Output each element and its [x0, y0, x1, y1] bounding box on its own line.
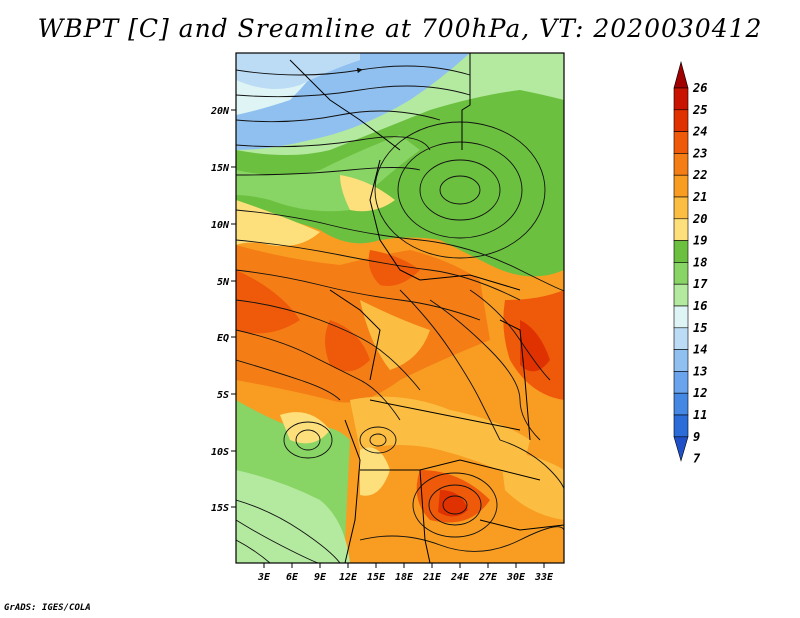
map-title: WBPT [C] and Sreamline at 700hPa, VT: 20… — [37, 14, 763, 43]
lon-label: 12E — [339, 572, 358, 583]
wbpt-shading — [236, 53, 564, 563]
colorbar-label: 12 — [693, 386, 707, 400]
colorbar-label: 9 — [693, 430, 700, 444]
colorbar-swatch — [673, 87, 689, 111]
colorbar-swatch — [673, 109, 689, 132]
colorbar-bottom-arrow — [673, 436, 689, 462]
colorbar-swatch — [673, 196, 689, 220]
colorbar-swatch — [673, 327, 689, 350]
lon-label: 27E — [478, 572, 498, 583]
lon-label: 9E — [314, 572, 327, 583]
colorbar-swatch — [673, 262, 689, 285]
lon-label: 21E — [422, 572, 442, 583]
lon-label: 3E — [257, 572, 271, 583]
colorbar-label: 14 — [693, 343, 707, 357]
colorbar-label: 18 — [693, 255, 707, 269]
streamlines — [236, 65, 564, 563]
lat-label: 10N — [211, 220, 230, 231]
longitude-axis: 3E 6E 9E 12E 15E 18E 21E 24E 27E 30E 33E — [257, 563, 554, 583]
colorbar-top-arrow — [673, 60, 689, 89]
colorbar-swatch — [673, 131, 689, 154]
colorbar-swatch — [673, 414, 689, 438]
lon-label: 33E — [534, 572, 554, 583]
country-borders — [289, 53, 564, 563]
colorbar-label: 24 — [692, 125, 707, 139]
lat-label: 15S — [211, 503, 229, 514]
map-frame — [235, 52, 565, 564]
colorbar-swatch — [673, 283, 689, 307]
colorbar-label: 13 — [693, 364, 707, 378]
lat-label: 20N — [210, 106, 230, 117]
colorbar-label: 19 — [693, 234, 707, 248]
lat-label: 5S — [217, 390, 229, 401]
colorbar-swatch — [673, 153, 689, 176]
lon-label: 15E — [367, 572, 386, 583]
lon-label: 6E — [286, 572, 299, 583]
colorbar-swatch — [673, 371, 689, 394]
colorbar-label: 21 — [692, 190, 707, 204]
lat-label: EQ — [217, 333, 229, 344]
lon-label: 18E — [395, 572, 414, 583]
lon-label: 24E — [450, 572, 470, 583]
lat-label: 5N — [217, 277, 230, 288]
lon-label: 30E — [506, 572, 526, 583]
grads-credit: GrADS: IGES/COLA — [4, 603, 91, 613]
colorbar-label: 23 — [692, 146, 707, 160]
colorbar: 26 25 24 23 22 21 20 19 18 17 16 15 14 13 12 11 9 7 — [673, 60, 708, 466]
latitude-axis: 20N 15N 10N 5N EQ 5S 10S 15S — [210, 106, 236, 514]
colorbar-swatch — [673, 349, 689, 372]
colorbar-label: 20 — [692, 212, 707, 226]
colorbar-label: 7 — [693, 452, 701, 466]
colorbar-swatch — [673, 218, 689, 241]
colorbar-label: 15 — [693, 321, 707, 335]
colorbar-label: 11 — [693, 408, 707, 422]
colorbar-label: 16 — [693, 299, 707, 313]
lat-label: 15N — [211, 163, 230, 174]
colorbar-label: 22 — [692, 168, 707, 182]
colorbar-swatch — [673, 392, 689, 416]
colorbar-swatch — [673, 174, 689, 198]
colorbar-label: 26 — [692, 81, 707, 95]
colorbar-swatch — [673, 305, 689, 329]
colorbar-label: 17 — [693, 277, 708, 291]
colorbar-label: 25 — [692, 103, 707, 117]
lat-label: 10S — [211, 447, 229, 458]
colorbar-swatch — [673, 240, 689, 263]
